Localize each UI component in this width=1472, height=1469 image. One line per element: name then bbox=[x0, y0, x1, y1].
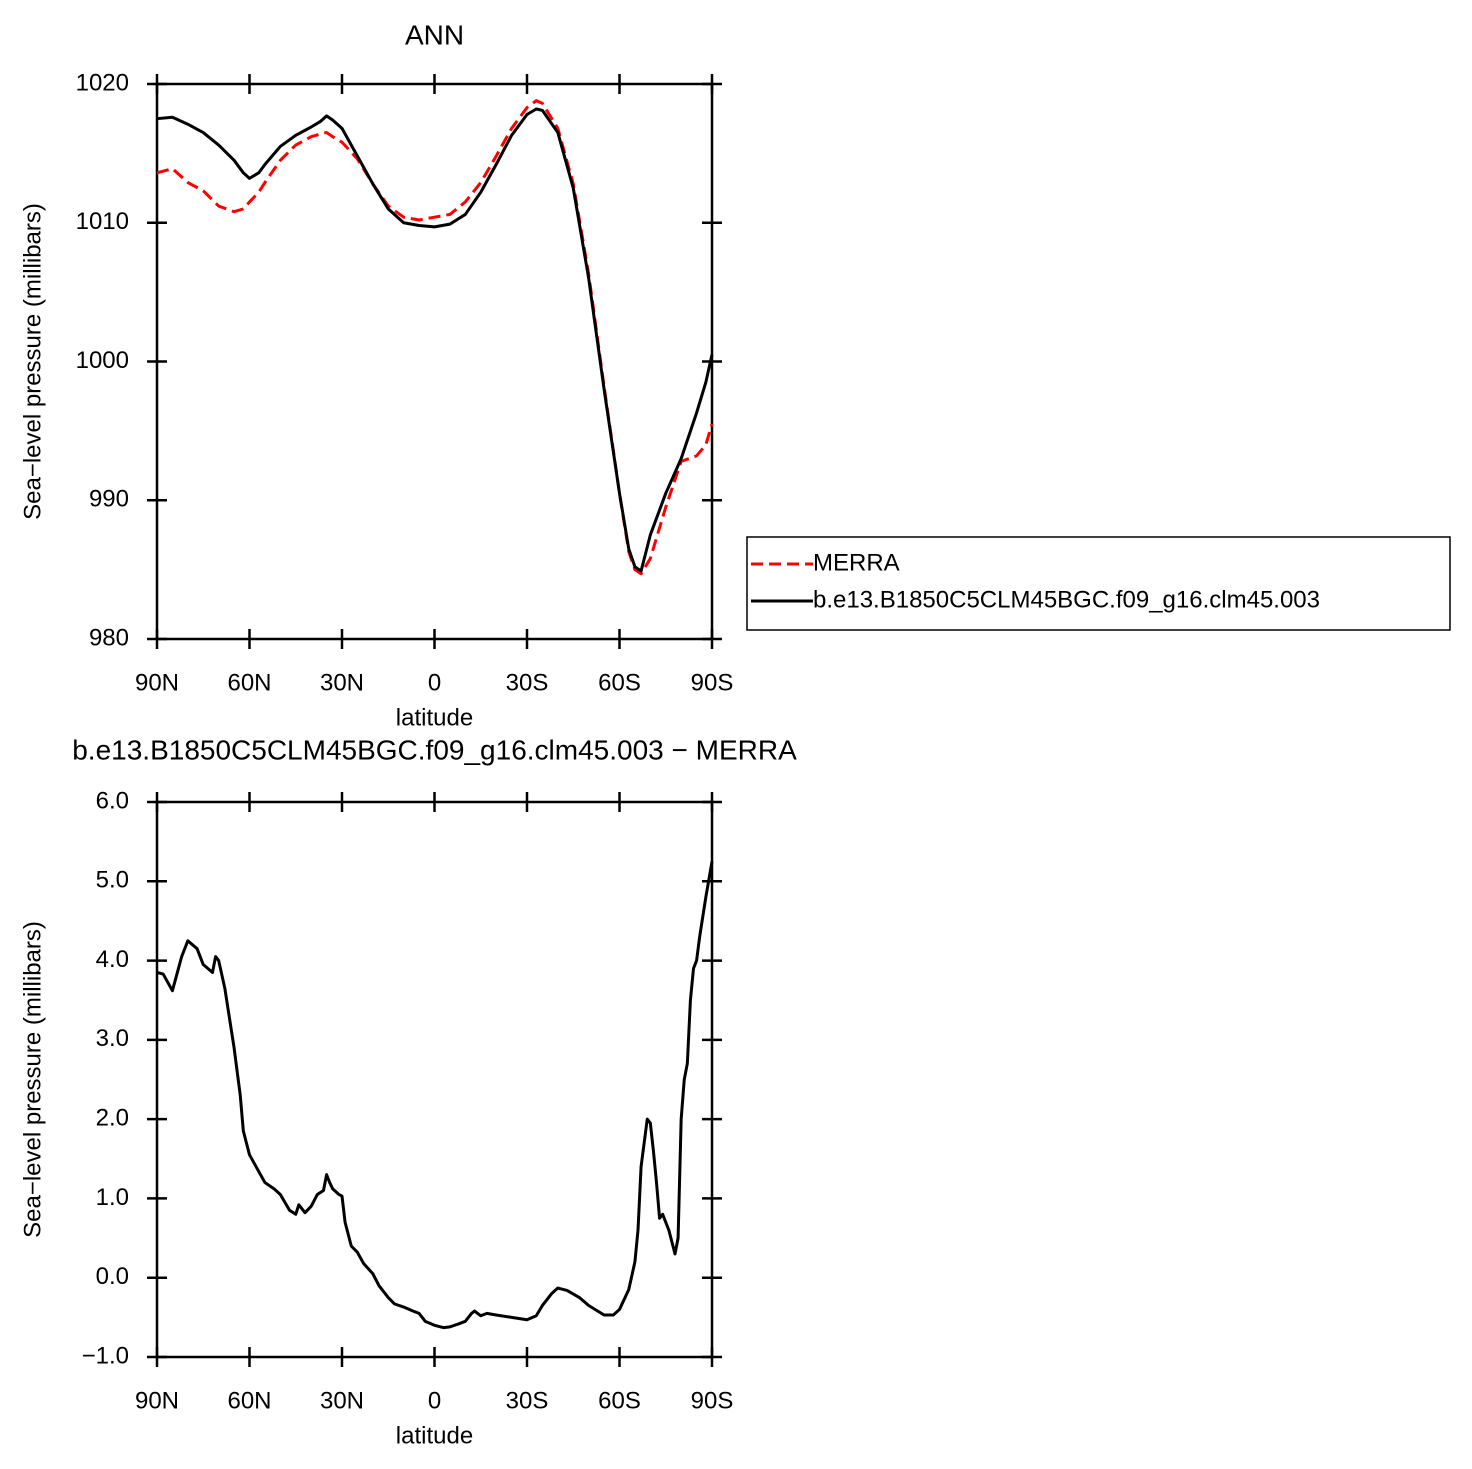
x-tick-label: 60N bbox=[227, 1387, 271, 1414]
x-tick-label: 30N bbox=[320, 669, 364, 696]
y-tick-label: 2.0 bbox=[96, 1104, 129, 1131]
y-axis-label: Sea−level pressure (millibars) bbox=[19, 921, 46, 1238]
x-tick-label: 0 bbox=[428, 669, 441, 696]
y-tick-label: 6.0 bbox=[96, 787, 129, 814]
x-tick-label: 30S bbox=[506, 669, 549, 696]
legend-label: MERRA bbox=[813, 549, 900, 576]
x-tick-label: 30N bbox=[320, 1387, 364, 1414]
x-tick-label: 90S bbox=[691, 1387, 734, 1414]
line-series bbox=[156, 861, 714, 1330]
y-axis-label: Sea−level pressure (millibars) bbox=[19, 203, 46, 520]
y-tick-label: 1.0 bbox=[96, 1184, 129, 1211]
y-tick-label: 1020 bbox=[76, 69, 129, 96]
legend-box bbox=[746, 536, 1451, 631]
y-tick-label: 1010 bbox=[76, 208, 129, 235]
x-tick-label: 90N bbox=[135, 669, 179, 696]
line-series bbox=[156, 107, 714, 573]
y-tick-label: 0.0 bbox=[96, 1263, 129, 1290]
x-tick-label: 90S bbox=[691, 669, 734, 696]
x-tick-label: 60S bbox=[598, 669, 641, 696]
line-series bbox=[156, 99, 714, 576]
y-tick-label: 990 bbox=[89, 486, 129, 513]
x-axis-label: latitude bbox=[396, 704, 473, 731]
y-tick-label: 1000 bbox=[76, 347, 129, 374]
y-tick-label: 980 bbox=[89, 624, 129, 651]
y-tick-label: 4.0 bbox=[96, 946, 129, 973]
x-tick-label: 30S bbox=[506, 1387, 549, 1414]
x-tick-label: 60S bbox=[598, 1387, 641, 1414]
x-tick-label: 0 bbox=[428, 1387, 441, 1414]
chart-title: b.e13.B1850C5CLM45BGC.f09_g16.clm45.003 … bbox=[72, 734, 797, 765]
x-tick-label: 60N bbox=[227, 669, 271, 696]
plot-frame bbox=[155, 800, 714, 1359]
chart-title: ANN bbox=[405, 19, 464, 50]
legend-label: b.e13.B1850C5CLM45BGC.f09_g16.clm45.003 bbox=[813, 586, 1320, 613]
y-tick-label: 5.0 bbox=[96, 867, 129, 894]
y-tick-label: 3.0 bbox=[96, 1025, 129, 1052]
x-axis-label: latitude bbox=[396, 1422, 473, 1449]
y-tick-label: −1.0 bbox=[82, 1342, 129, 1369]
x-tick-label: 90N bbox=[135, 1387, 179, 1414]
